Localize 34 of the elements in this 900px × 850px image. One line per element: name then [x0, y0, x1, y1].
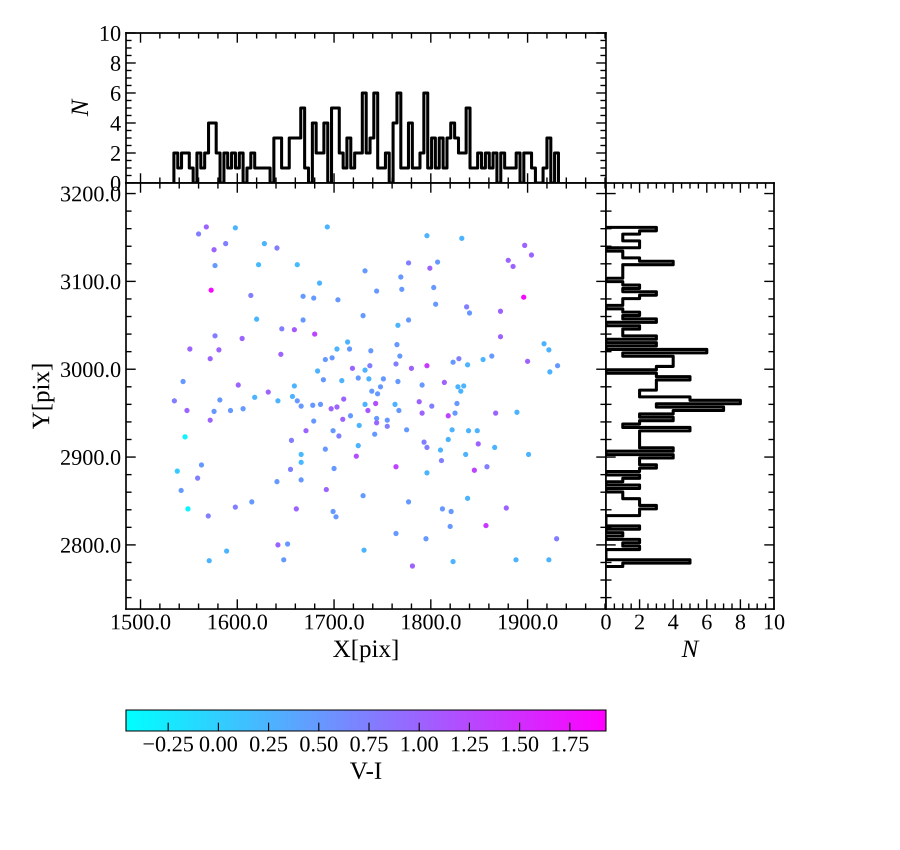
- y-axis-title: Y[pix]: [32, 364, 54, 430]
- color-bar-label: 0.75: [350, 736, 388, 752]
- x-tick-label: 6: [702, 614, 712, 630]
- x-axis-title: X[pix]: [333, 640, 398, 662]
- x-tick-label: 1900.0: [498, 614, 558, 630]
- color-bar-label: 1.00: [402, 736, 438, 752]
- y-tick-label: 2900.0: [61, 450, 120, 466]
- color-bar-label: 0.50: [300, 736, 338, 752]
- y-tick-label: 3100.0: [61, 274, 120, 290]
- y-axis-title: N: [72, 98, 88, 117]
- x-tick-label: 1500.0: [112, 614, 170, 630]
- x-tick-label: 10: [764, 614, 784, 630]
- x-tick-label: 1800.0: [402, 614, 461, 630]
- y-tick-label: 6: [110, 86, 120, 101]
- x-tick-label: 8: [736, 614, 746, 630]
- y-tick-label: 4: [110, 116, 121, 131]
- color-bar-label: 1.75: [552, 736, 588, 752]
- y-tick-label: 2800.0: [61, 538, 120, 553]
- color-bar-title: V-I: [350, 762, 382, 780]
- y-tick-label: 3000.0: [61, 362, 120, 378]
- color-bar-label: −0.25: [144, 736, 194, 752]
- x-tick-label: 1600.0: [208, 614, 267, 630]
- y-tick-label: 2: [111, 146, 120, 161]
- x-tick-label: 0: [601, 614, 611, 630]
- x-tick-label: 1700.0: [305, 614, 364, 630]
- x-tick-label: 2: [634, 614, 644, 630]
- color-bar-label: 1.50: [502, 736, 538, 752]
- x-tick-label: 4: [668, 614, 678, 630]
- color-bar-label: 1.25: [452, 736, 488, 752]
- color-bar-label: 0.25: [250, 736, 288, 752]
- y-tick-label: 10: [100, 26, 120, 41]
- x-axis-title: N: [681, 640, 700, 657]
- y-tick-label: 8: [110, 56, 120, 71]
- color-bar-label: 0.00: [200, 736, 237, 752]
